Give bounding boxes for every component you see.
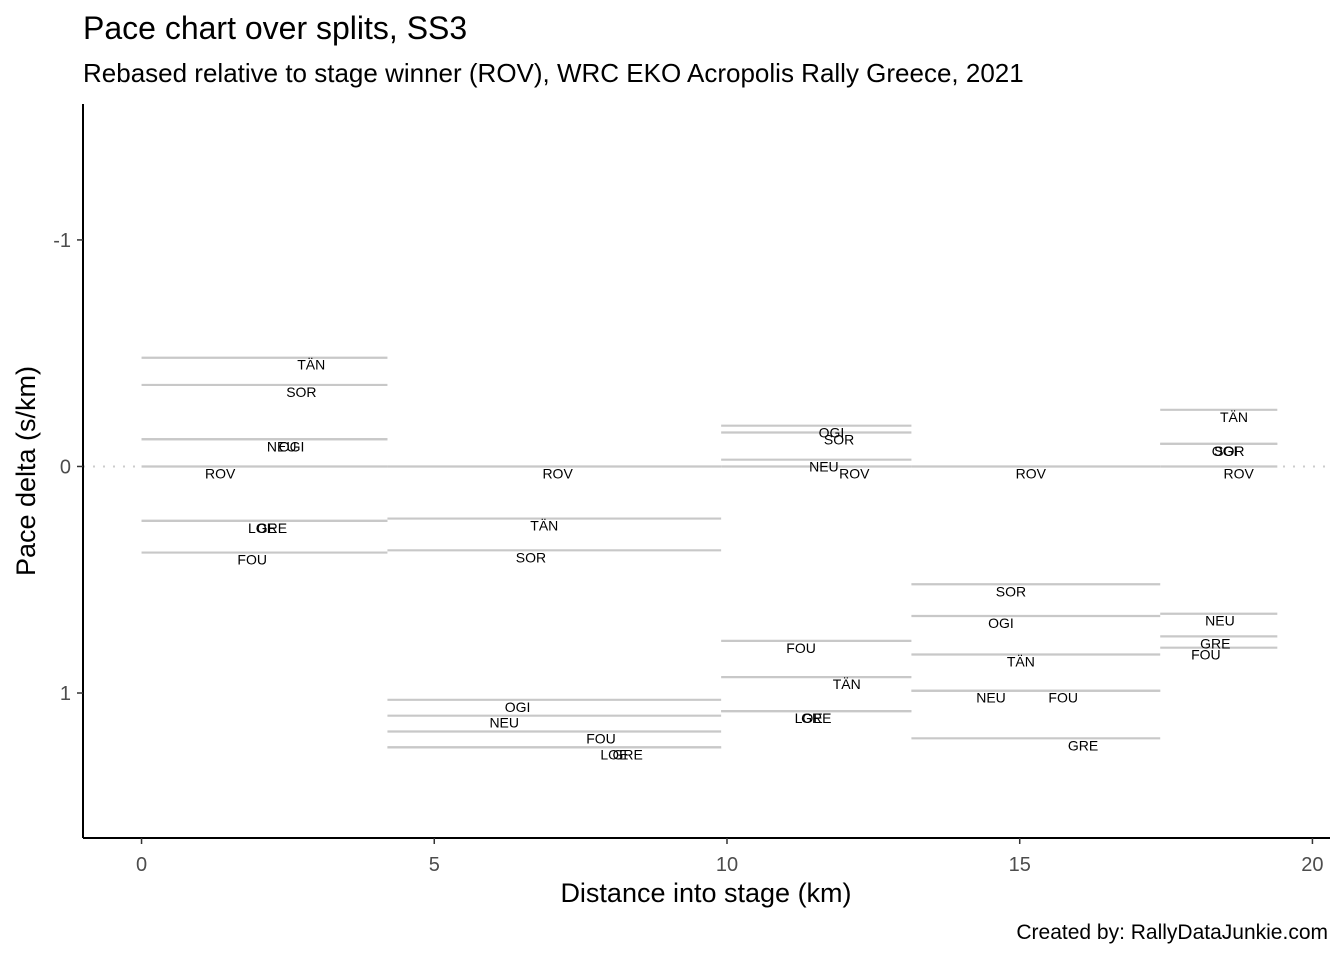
- driver-label-ogi: OGI: [1212, 443, 1238, 459]
- driver-label-tän: TÄN: [833, 676, 861, 692]
- y-tick-label: 0: [60, 456, 71, 478]
- driver-label-sor: SOR: [996, 583, 1026, 599]
- driver-label-tän: TÄN: [1007, 654, 1035, 670]
- driver-label-rov: ROV: [542, 465, 573, 481]
- driver-label-sor: SOR: [286, 384, 316, 400]
- y-tick-label: 1: [60, 683, 71, 705]
- axes: 0 5 10 15 20 -1 0 1: [53, 104, 1330, 876]
- driver-label-ogi: OGI: [819, 425, 845, 441]
- driver-label-rov: ROV: [1016, 465, 1047, 481]
- y-axis-title: Pace delta (s/km): [11, 366, 41, 576]
- driver-label-neu: NEU: [976, 690, 1006, 706]
- driver-label-fou: FOU: [786, 640, 816, 656]
- driver-label-loe: LOE: [248, 520, 276, 536]
- driver-label-rov: ROV: [839, 465, 870, 481]
- driver-label-sor: SOR: [516, 549, 546, 565]
- driver-label-neu: NEU: [809, 459, 839, 475]
- driver-label-tän: TÄN: [530, 518, 558, 534]
- driver-label-neu: NEU: [1205, 613, 1235, 629]
- driver-label-tän: TÄN: [297, 357, 325, 373]
- driver-label-neu: NEU: [267, 438, 297, 454]
- driver-label-fou: FOU: [586, 731, 616, 747]
- x-tick-label: 0: [136, 854, 147, 876]
- driver-label-rov: ROV: [1223, 465, 1254, 481]
- x-tick-label: 10: [716, 854, 738, 876]
- x-tick-label: 5: [429, 854, 440, 876]
- driver-label-ogi: OGI: [505, 699, 531, 715]
- driver-label-neu: NEU: [489, 715, 519, 731]
- x-tick-label: 15: [1009, 854, 1031, 876]
- y-tick-label: -1: [53, 230, 71, 252]
- driver-label-fou: FOU: [1048, 690, 1078, 706]
- driver-label-loe: LOE: [795, 710, 823, 726]
- driver-label-tän: TÄN: [1220, 409, 1248, 425]
- driver-label-fou: FOU: [1191, 647, 1221, 663]
- driver-label-fou: FOU: [237, 552, 267, 568]
- driver-label-gre: GRE: [1068, 737, 1098, 753]
- x-tick-label: 20: [1301, 854, 1323, 876]
- split-segments: [83, 358, 1330, 748]
- driver-label-loe: LOE: [600, 746, 628, 762]
- driver-label-ogi: OGI: [988, 615, 1014, 631]
- x-axis-title: Distance into stage (km): [560, 878, 851, 908]
- driver-labels: ROV ROV ROV ROV ROVTÄNTÄNTÄNTÄNTÄNSORSORSORS…: [205, 357, 1254, 763]
- driver-label-rov: ROV: [205, 465, 236, 481]
